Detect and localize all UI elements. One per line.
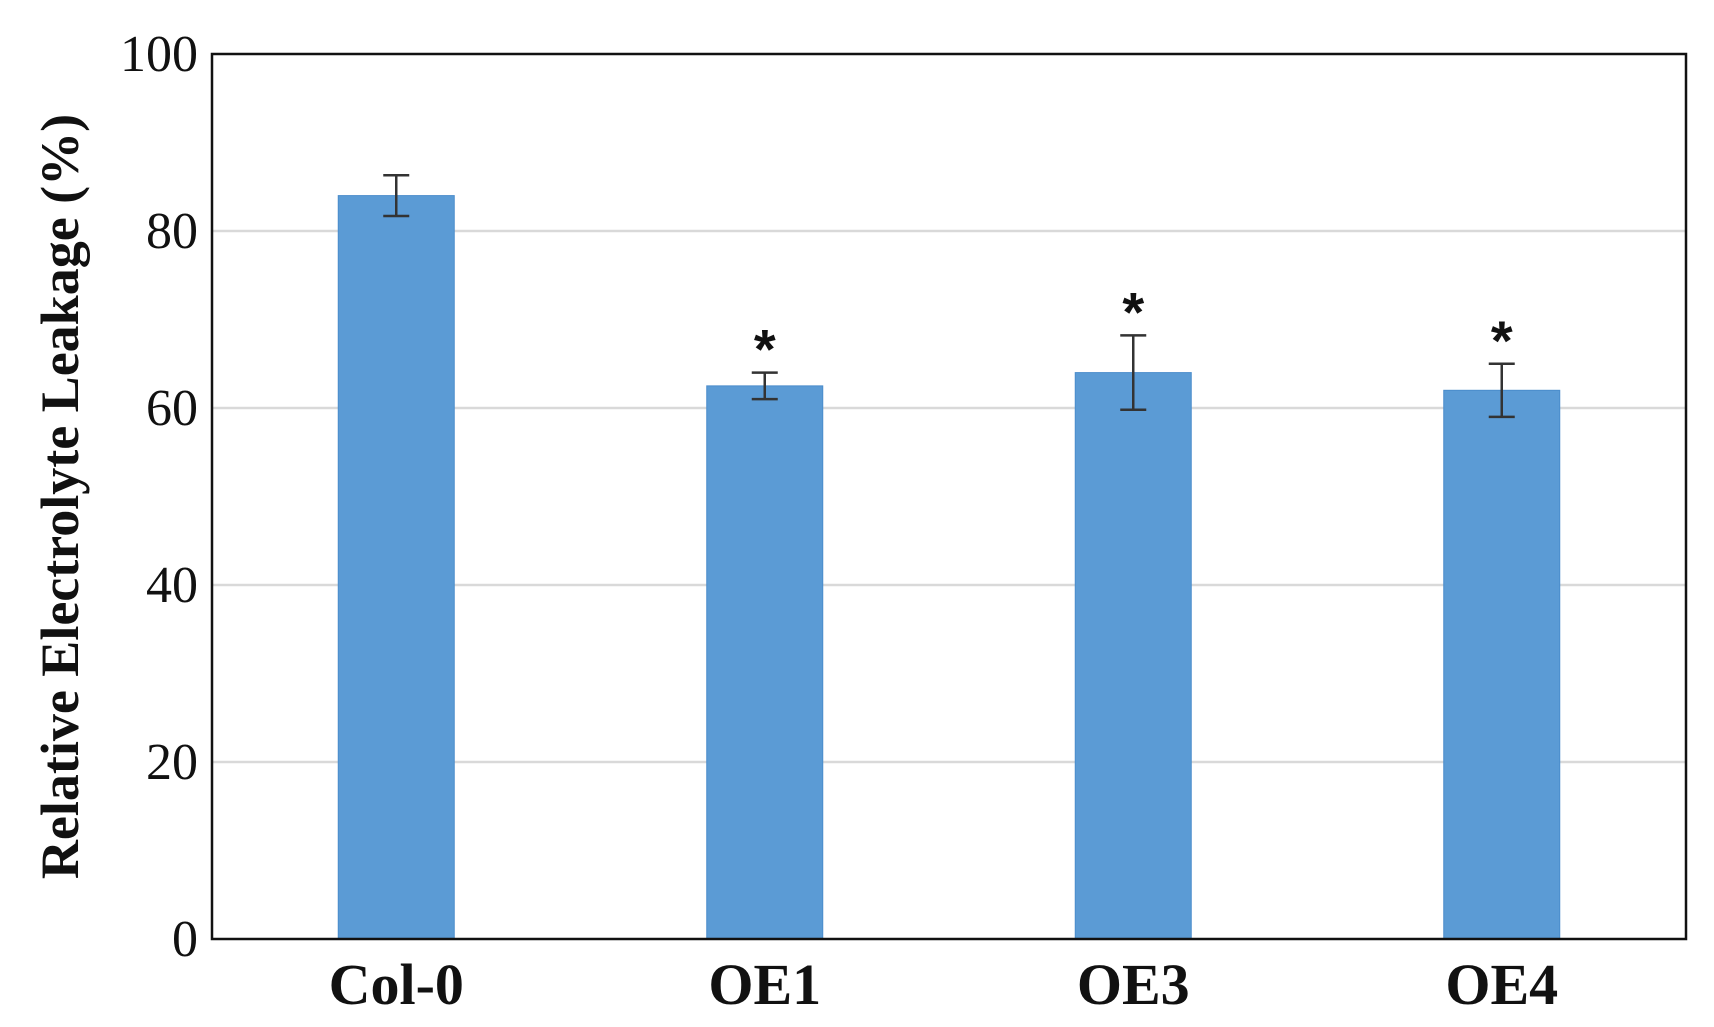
y-tick-label: 80 — [146, 203, 198, 260]
bar — [1443, 389, 1561, 940]
x-tick-label: OE1 — [708, 952, 821, 1017]
bar — [1074, 372, 1192, 940]
y-tick-label: 0 — [172, 911, 198, 968]
x-tick-labels: Col-0 OE1 OE3 OE4 — [329, 952, 1559, 1017]
x-tick-label: OE4 — [1445, 952, 1558, 1017]
significance-markers: * * * — [754, 280, 1513, 380]
significance-asterisk: * — [1122, 280, 1144, 343]
significance-asterisk: * — [754, 318, 776, 381]
plot-frame — [210, 52, 1688, 941]
y-tick-label: 60 — [146, 380, 198, 437]
y-tick-label: 100 — [120, 26, 198, 83]
y-tick-labels: 0 20 40 60 80 100 — [120, 26, 198, 968]
bar — [706, 385, 824, 940]
bars — [337, 195, 1561, 940]
x-tick-label: OE3 — [1077, 952, 1190, 1017]
x-tick-label: Col-0 — [329, 952, 464, 1017]
y-tick-label: 20 — [146, 734, 198, 791]
significance-asterisk: * — [1491, 309, 1513, 372]
bar — [337, 195, 455, 940]
y-axis-title: Relative Electrolyte Leakage (%) — [30, 114, 90, 879]
y-tick-label: 40 — [146, 557, 198, 614]
error-bars — [383, 173, 1515, 419]
grid-lines — [212, 229, 1686, 764]
